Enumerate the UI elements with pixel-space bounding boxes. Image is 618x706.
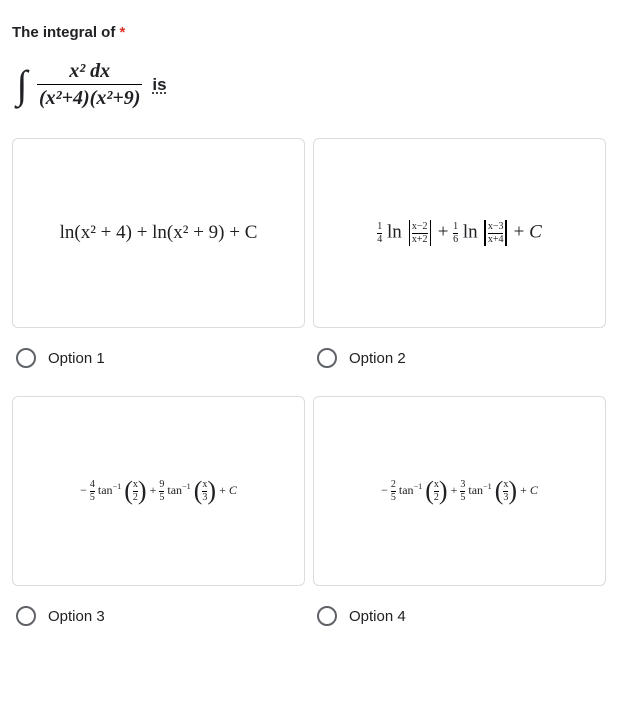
radio-icon[interactable]	[317, 606, 337, 626]
options-grid-2: − 45 tan−1 (x2) + 95 tan−1 (x3) + C − 25 …	[12, 396, 606, 586]
options-grid: ln(x² + 4) + ln(x² + 9) + C 14 ln x−2x+2 …	[12, 138, 606, 328]
option-formula: ln(x² + 4) + ln(x² + 9) + C	[60, 222, 258, 244]
radio-icon[interactable]	[16, 348, 36, 368]
option-formula: 14 ln x−2x+2 + 16 ln x−3x+4 + C	[377, 220, 542, 246]
integrand-numerator: x² dx	[67, 59, 112, 84]
integral-expression: ∫ x² dx (x²+4)(x²+9) is	[16, 59, 606, 110]
option-radio-row-1[interactable]: Option 1	[16, 348, 305, 368]
radio-icon[interactable]	[16, 606, 36, 626]
integrand-fraction: x² dx (x²+4)(x²+9)	[37, 59, 142, 110]
option-card-4: − 25 tan−1 (x2) + 35 tan−1 (x3) + C	[313, 396, 606, 586]
option-radio-row-3[interactable]: Option 3	[16, 606, 305, 626]
is-label: is	[152, 75, 166, 95]
option-formula: − 45 tan−1 (x2) + 95 tan−1 (x3) + C	[80, 478, 237, 504]
option-radio-row-2[interactable]: Option 2	[317, 348, 606, 368]
required-asterisk: *	[120, 24, 126, 41]
option-radio-row-4[interactable]: Option 4	[317, 606, 606, 626]
option-card-2: 14 ln x−2x+2 + 16 ln x−3x+4 + C	[313, 138, 606, 328]
integral-sign: ∫	[16, 65, 27, 105]
title-text: The integral of	[12, 24, 115, 41]
integrand-denominator: (x²+4)(x²+9)	[37, 84, 142, 110]
option-label: Option 3	[48, 608, 105, 625]
option-card-1: ln(x² + 4) + ln(x² + 9) + C	[12, 138, 305, 328]
radio-icon[interactable]	[317, 348, 337, 368]
option-card-3: − 45 tan−1 (x2) + 95 tan−1 (x3) + C	[12, 396, 305, 586]
option-label: Option 2	[349, 350, 406, 367]
option-label: Option 1	[48, 350, 105, 367]
option-label: Option 4	[349, 608, 406, 625]
option-formula: − 25 tan−1 (x2) + 35 tan−1 (x3) + C	[381, 478, 538, 504]
question-title: The integral of *	[12, 24, 606, 41]
